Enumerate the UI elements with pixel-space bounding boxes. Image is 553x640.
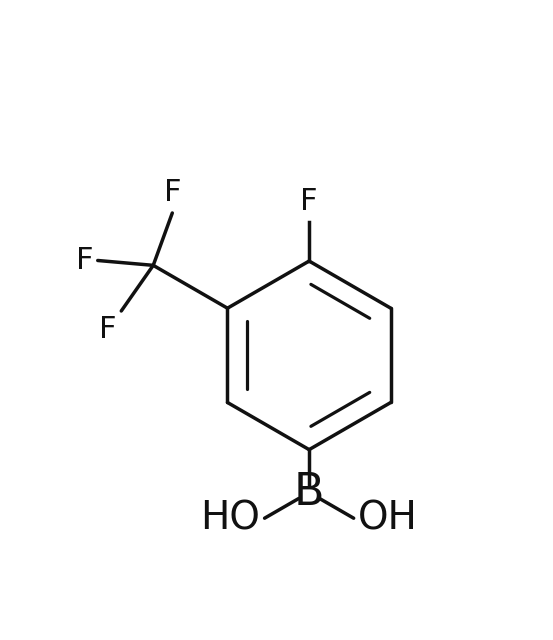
Text: F: F — [164, 179, 181, 207]
Text: OH: OH — [358, 499, 418, 537]
Text: F: F — [76, 246, 93, 275]
Text: F: F — [100, 316, 117, 344]
Text: HO: HO — [200, 499, 260, 537]
Text: B: B — [294, 471, 325, 514]
Text: F: F — [300, 187, 318, 216]
